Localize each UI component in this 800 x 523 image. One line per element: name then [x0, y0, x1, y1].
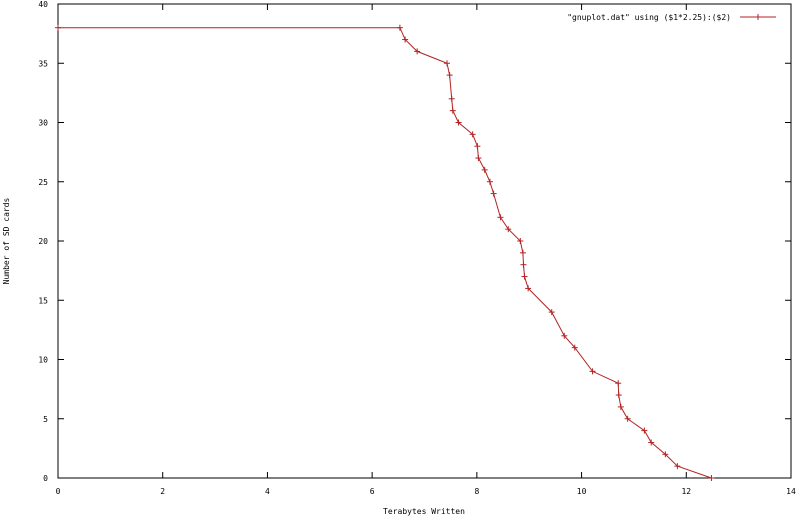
data-point-marker	[615, 380, 622, 387]
y-tick-label: 35	[38, 59, 48, 68]
y-tick-label: 15	[38, 296, 48, 305]
y-tick-labels: 0 5 10 15 20 25 30 35 40	[38, 0, 48, 483]
data-point-marker	[414, 48, 421, 55]
data-point-marker	[589, 368, 596, 375]
data-point-marker	[641, 427, 648, 434]
data-point-marker	[648, 439, 655, 446]
data-point-marker	[444, 60, 451, 67]
data-point-marker	[396, 24, 403, 31]
y-tick-label: 30	[38, 119, 48, 128]
x-tick-label: 12	[681, 487, 691, 496]
data-point-marker	[548, 309, 555, 316]
y-tick-label: 5	[43, 415, 48, 424]
legend-entry-label: "gnuplot.dat" using ($1*2.25):($2)	[567, 13, 731, 22]
data-point-marker	[624, 415, 631, 422]
y-tick-label: 10	[38, 356, 48, 365]
data-point-marker	[486, 178, 493, 185]
legend: "gnuplot.dat" using ($1*2.25):($2)	[567, 13, 776, 22]
data-point-marker	[521, 273, 528, 280]
legend-entry-marker	[755, 14, 761, 20]
data-point-marker	[469, 131, 476, 138]
data-point-marker	[571, 344, 578, 351]
data-point-marker	[674, 463, 681, 470]
x-tick-labels: 0 2 4 6 8 10 12 14	[56, 487, 796, 496]
y-tick-label: 0	[43, 474, 48, 483]
data-point-marker	[561, 332, 568, 339]
data-point-marker	[519, 249, 526, 256]
x-tick-label: 2	[160, 487, 165, 496]
x-tick-label: 8	[474, 487, 479, 496]
data-point-marker	[520, 261, 527, 268]
x-axis-label: Terabytes Written	[383, 507, 465, 516]
y-tick-label: 40	[38, 0, 48, 9]
series-line	[58, 27, 712, 479]
y-tick-label: 20	[38, 237, 48, 246]
data-point-marker	[402, 36, 409, 43]
x-tick-label: 0	[56, 487, 61, 496]
x-tick-label: 14	[786, 487, 796, 496]
data-point-marker	[497, 214, 504, 221]
data-point-marker	[449, 107, 456, 114]
data-point-marker	[481, 166, 488, 173]
plot-frame	[57, 3, 792, 479]
data-point-marker	[448, 95, 455, 102]
data-point-marker	[55, 24, 61, 31]
data-point-marker	[474, 143, 481, 150]
data-point-marker	[617, 403, 624, 410]
data-point-marker	[490, 190, 497, 197]
data-series	[55, 24, 715, 481]
data-point-marker	[446, 72, 453, 79]
data-point-marker	[455, 119, 462, 126]
y-tick-label: 25	[38, 178, 48, 187]
data-point-marker	[708, 475, 715, 481]
y-axis-label: Number of SD cards	[2, 197, 11, 284]
x-tick-label: 4	[265, 487, 270, 496]
data-point-marker	[662, 451, 669, 458]
data-point-marker	[475, 155, 482, 162]
data-point-marker	[505, 226, 512, 233]
data-point-marker	[517, 238, 524, 244]
axis-ticks	[57, 3, 792, 479]
x-tick-label: 10	[577, 487, 587, 496]
data-point-marker	[615, 392, 622, 399]
x-tick-label: 6	[370, 487, 375, 496]
data-point-marker	[525, 285, 532, 292]
